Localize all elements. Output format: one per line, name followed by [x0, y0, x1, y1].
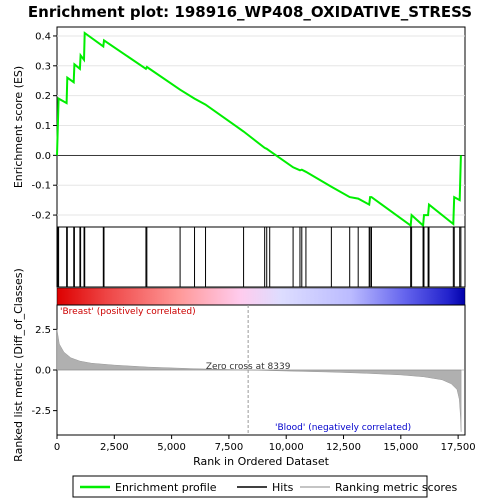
metric-y-tick-label: 2.5: [35, 325, 51, 336]
metric-y-tick-label: 0.0: [35, 366, 51, 377]
x-tick-label: 15,000: [383, 442, 418, 453]
x-tick-label: 2,500: [100, 442, 129, 453]
es-y-tick-label: 0.3: [35, 61, 51, 72]
chart-title: Enrichment plot: 198916_WP408_OXIDATIVE_…: [28, 3, 472, 21]
negative-class-label: 'Blood' (negatively correlated): [275, 423, 411, 433]
x-tick-label: 12,500: [326, 442, 361, 453]
es-y-tick-label: -0.1: [31, 181, 51, 192]
es-y-ticks: -0.2 -0.1 0.0 0.1 0.2 0.3 0.4: [31, 31, 57, 222]
positive-class-label: 'Breast' (positively correlated): [60, 307, 196, 317]
x-axis-label: Rank in Ordered Dataset: [193, 455, 330, 468]
legend-entry-hits: Hits: [272, 481, 294, 494]
x-tick-label: 10,000: [269, 442, 304, 453]
ranking-metric-area: [56, 329, 462, 432]
x-tick-label: 7,500: [215, 442, 244, 453]
es-y-tick-label: 0.2: [35, 91, 51, 102]
es-y-tick-label: 0.0: [35, 151, 51, 162]
enrichment-profile-line: [56, 31, 462, 228]
hits-panel-frame: [56, 226, 466, 288]
es-y-tick-label: 0.4: [35, 31, 51, 42]
hit-marks: [57, 227, 462, 287]
x-tick-label: 5,000: [157, 442, 186, 453]
x-ticks: 0 2,500 5,000 7,500 10,000 12,500 15,000 17,500: [54, 435, 476, 453]
legend-entry-metric: Ranking metric scores: [335, 481, 457, 494]
legend-entry-profile: Enrichment profile: [115, 481, 217, 494]
metric-y-ticks: -2.5 0.0 2.5: [31, 325, 57, 417]
x-tick-label: 17,500: [441, 442, 476, 453]
metric-y-axis-label: Ranked list metric (Diff_of_Classes): [12, 268, 25, 462]
es-y-axis-label: Enrichment score (ES): [12, 66, 25, 188]
zero-cross-label: Zero cross at 8339: [206, 362, 291, 372]
es-gridlines: [57, 35, 465, 216]
es-y-tick-label: -0.2: [31, 211, 51, 222]
es-panel-frame: [56, 26, 466, 228]
x-tick-label: 0: [54, 442, 60, 453]
es-y-tick-label: 0.1: [35, 121, 51, 132]
ranking-color-bar: [56, 287, 466, 306]
metric-y-tick-label: -2.5: [31, 406, 51, 417]
